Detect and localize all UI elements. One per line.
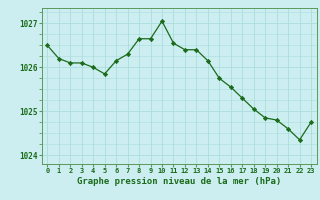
X-axis label: Graphe pression niveau de la mer (hPa): Graphe pression niveau de la mer (hPa) (77, 177, 281, 186)
